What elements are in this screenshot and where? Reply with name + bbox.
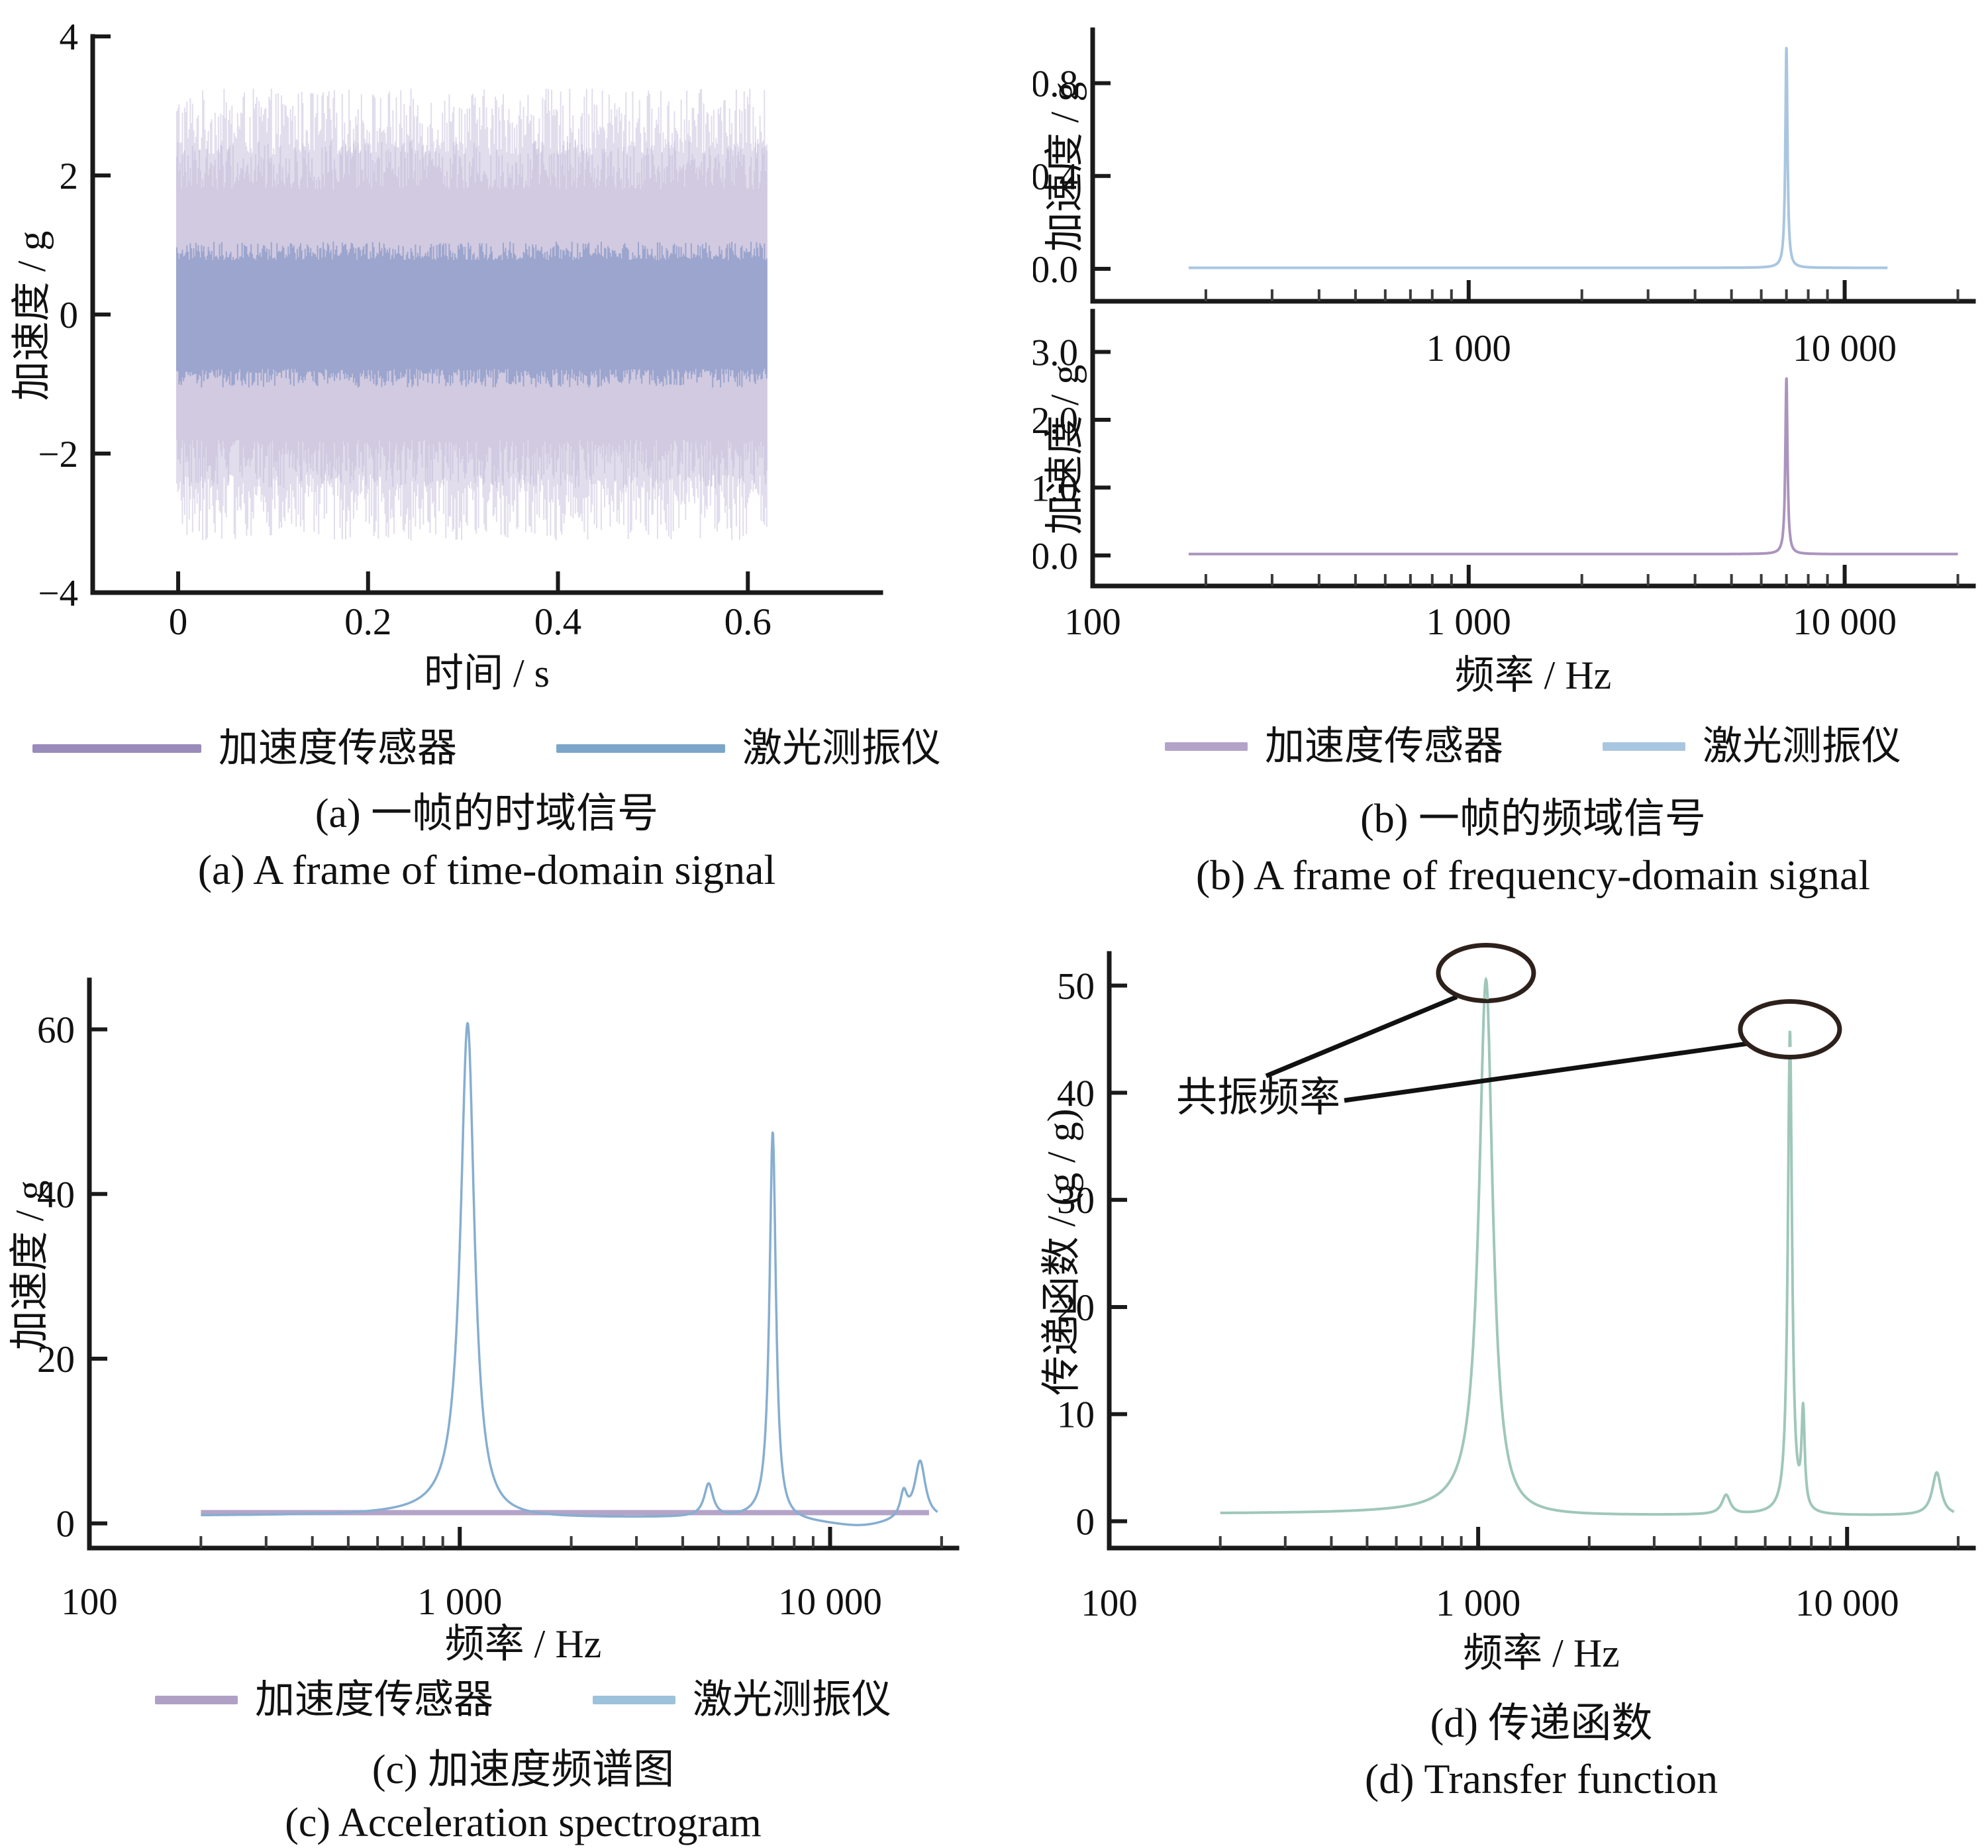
chart-frequency-domain: 0.0 0.4 0.8 1 000 10 000 0.0 1.0 2.0 3.0 100 1 000… — [1033, 27, 1976, 643]
svg-text:0.0: 0.0 — [1033, 536, 1078, 577]
svg-text:20: 20 — [1057, 1287, 1095, 1329]
svg-text:2.0: 2.0 — [1033, 400, 1078, 442]
y-axis-label-c: 加速度 / g — [8, 1180, 52, 1351]
legend-swatch-laser — [556, 744, 725, 753]
legend-swatch-accelerometer — [32, 744, 201, 753]
svg-text:0.4: 0.4 — [1033, 156, 1078, 198]
chart-acceleration-spectrum: 0 20 40 60 100 1 000 10 000 — [37, 977, 960, 1623]
svg-text:0.6: 0.6 — [724, 601, 771, 643]
svg-text:0.0: 0.0 — [1033, 249, 1078, 291]
svg-text:4: 4 — [60, 17, 79, 58]
resonance-annotation-label: 共振频率 — [1175, 1075, 1340, 1120]
svg-text:40: 40 — [37, 1174, 75, 1216]
x-axis-label-c: 频率 / Hz — [444, 1622, 602, 1666]
svg-text:10 000: 10 000 — [778, 1581, 882, 1623]
svg-text:0: 0 — [56, 1504, 75, 1545]
svg-text:0: 0 — [60, 295, 79, 336]
caption-d-en: (d) Transfer function — [1364, 1755, 1718, 1802]
x-axis-label-d: 频率 / Hz — [1463, 1631, 1620, 1675]
caption-b-en: (b) A frame of frequency-domain signal — [1195, 851, 1871, 899]
svg-text:0.2: 0.2 — [344, 601, 391, 643]
svg-text:50: 50 — [1057, 966, 1095, 1008]
x-axis-label-a: 时间 / s — [423, 652, 550, 695]
svg-text:10: 10 — [1057, 1394, 1095, 1436]
y-axis-label-d: 传递函数 / (g / g) — [1040, 1108, 1083, 1396]
caption-c-zh: (c) 加速度频谱图 — [372, 1747, 675, 1792]
legend-swatch-accelerometer — [155, 1695, 238, 1704]
svg-text:10 000: 10 000 — [1793, 328, 1897, 369]
legend-item-accelerometer: 加速度传感器 — [32, 725, 457, 771]
svg-text:40: 40 — [1057, 1073, 1095, 1114]
y-axis-label-b-top: 加速度 / g — [1043, 81, 1087, 252]
y-axis-label-b-bottom: 加速度 / g — [1043, 364, 1087, 535]
svg-text:1 000: 1 000 — [1436, 1582, 1520, 1624]
legend-label-laser: 激光测振仪 — [742, 726, 941, 770]
svg-text:60: 60 — [37, 1010, 75, 1051]
svg-text:0.4: 0.4 — [534, 601, 581, 643]
svg-text:10 000: 10 000 — [1795, 1582, 1899, 1624]
legend-label-accelerometer: 加速度传感器 — [255, 1678, 493, 1722]
legend-label-laser: 激光测振仪 — [1703, 724, 1901, 768]
y-axis-label-a: 加速度 / g — [10, 230, 54, 401]
svg-text:0: 0 — [1076, 1502, 1095, 1543]
x-axis-label-b: 频率 / Hz — [1454, 654, 1612, 697]
legend-label-laser: 激光测振仪 — [693, 1678, 891, 1722]
svg-text:1.0: 1.0 — [1033, 467, 1078, 509]
legend-a: 加速度传感器 激光测振仪 — [32, 725, 941, 771]
svg-text:0.8: 0.8 — [1033, 64, 1078, 105]
legend-swatch-accelerometer — [1165, 742, 1248, 751]
svg-text:100: 100 — [1064, 601, 1121, 643]
svg-text:20: 20 — [37, 1339, 75, 1381]
legend-item-laser: 激光测振仪 — [556, 725, 941, 771]
legend-c: 加速度传感器 激光测振仪 — [89, 1677, 957, 1723]
chart-transfer-function: 0 10 20 30 40 50 100 1 000 10 000 — [1057, 943, 1976, 1624]
svg-text:−2: −2 — [38, 434, 78, 475]
legend-label-accelerometer: 加速度传感器 — [219, 726, 457, 770]
caption-d-zh: (d) 传递函数 — [1430, 1701, 1653, 1746]
legend-item-laser: 激光测振仪 — [1603, 723, 1901, 769]
caption-a-en: (a) A frame of time-domain signal — [197, 846, 776, 893]
svg-text:1 000: 1 000 — [1426, 601, 1511, 643]
svg-text:30: 30 — [1057, 1180, 1095, 1222]
svg-text:10 000: 10 000 — [1793, 601, 1897, 643]
caption-b-zh: (b) 一帧的频域信号 — [1360, 797, 1706, 842]
svg-text:2: 2 — [60, 156, 79, 197]
legend-label-accelerometer: 加速度传感器 — [1265, 724, 1503, 768]
svg-text:−4: −4 — [38, 573, 78, 614]
svg-text:100: 100 — [1081, 1582, 1138, 1624]
caption-c-en: (c) Acceleration spectrogram — [285, 1800, 762, 1845]
legend-item-laser: 激光测振仪 — [593, 1677, 891, 1723]
caption-a-zh: (a) 一帧的时域信号 — [315, 791, 659, 836]
svg-text:1 000: 1 000 — [417, 1581, 502, 1623]
legend-item-accelerometer: 加速度传感器 — [155, 1677, 493, 1723]
legend-swatch-laser — [1603, 742, 1685, 751]
svg-text:100: 100 — [61, 1581, 118, 1623]
svg-text:3.0: 3.0 — [1033, 332, 1078, 373]
chart-time-domain: 4 2 0 −2 −4 0 0.2 0.4 0.6 — [38, 17, 883, 643]
legend-b: 加速度传感器 激光测振仪 — [1093, 723, 1973, 769]
svg-text:1 000: 1 000 — [1426, 328, 1511, 369]
svg-text:0: 0 — [169, 601, 188, 643]
legend-swatch-laser — [593, 1695, 675, 1704]
legend-item-accelerometer: 加速度传感器 — [1165, 723, 1503, 769]
